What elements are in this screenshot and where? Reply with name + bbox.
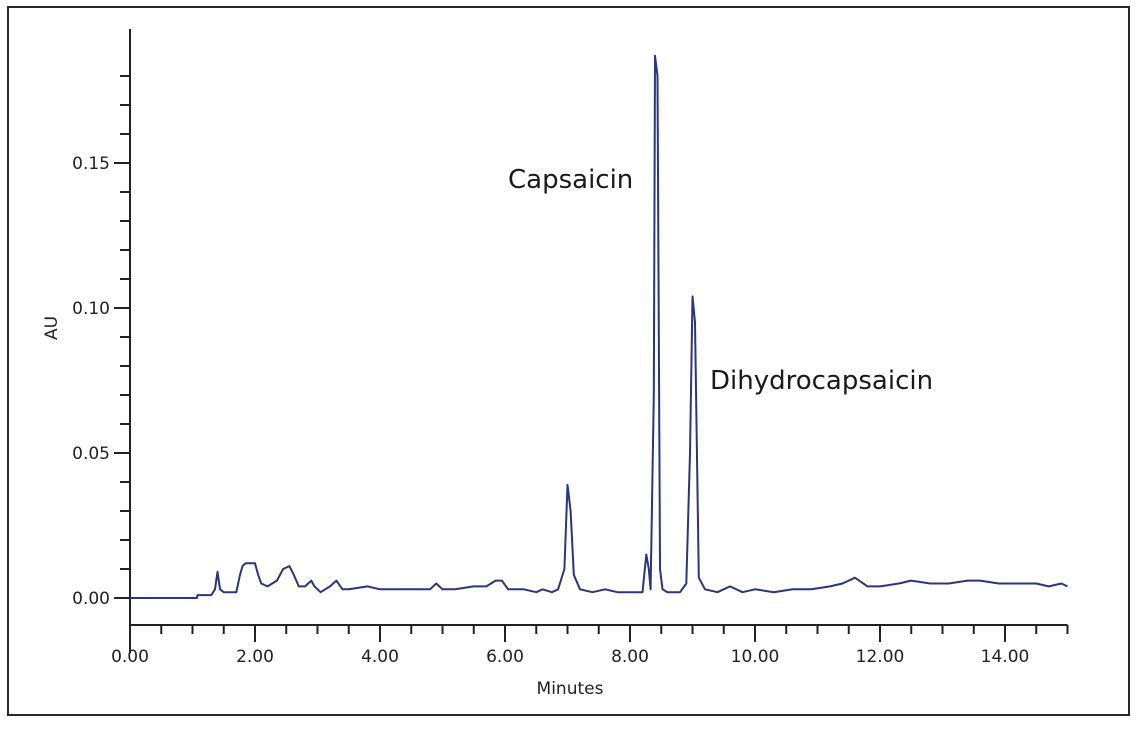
dihydrocapsaicin-label: Dihydrocapsaicin [710,366,933,396]
y-tick-label: 0.15 [72,154,110,174]
x-tick-label: 2.00 [236,647,274,667]
x-tick-label: 0.00 [111,647,149,667]
y-axis-label: AU [42,316,62,340]
y-tick-label: 0.00 [72,589,110,609]
x-tick-label: 6.00 [486,647,524,667]
y-tick-label: 0.10 [72,299,110,319]
x-tick-label: 14.00 [981,647,1030,667]
x-tick-label: 12.00 [856,647,905,667]
capsaicin-label: Capsaicin [508,165,633,195]
chart-frame [7,6,1130,716]
chromatogram-trace [130,54,1068,599]
x-tick-label: 10.00 [731,647,780,667]
x-axis-label: Minutes [537,679,604,699]
x-tick-label: 8.00 [611,647,649,667]
x-axis: 0.00 2.00 4.00 6.00 8.00 10.00 12.00 14.00 [111,624,1069,667]
y-tick-label: 0.05 [72,444,110,464]
y-axis: 0.00 0.05 0.10 0.15 [72,29,131,653]
x-tick-label: 4.00 [361,647,399,667]
